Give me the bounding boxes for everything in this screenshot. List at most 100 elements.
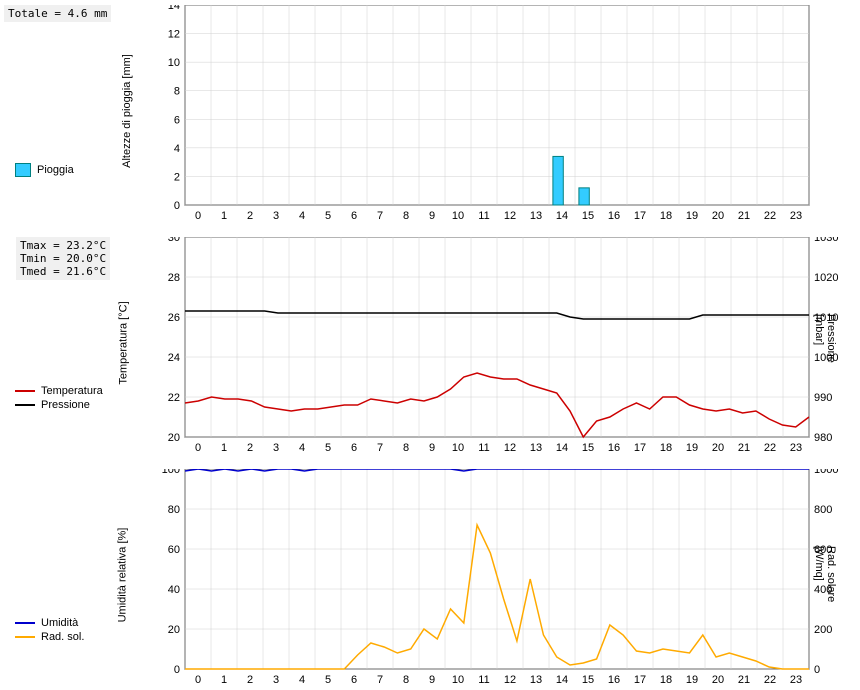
svg-text:14: 14 — [556, 442, 568, 454]
legend-umidita-label: Umidità — [41, 617, 78, 629]
svg-text:14: 14 — [556, 210, 568, 222]
svg-text:22: 22 — [168, 392, 180, 404]
svg-text:0: 0 — [174, 664, 180, 676]
svg-text:4: 4 — [299, 210, 305, 222]
svg-text:3: 3 — [273, 442, 279, 454]
rad-ylabel: Rad. solare [W/mq] — [813, 546, 837, 616]
svg-text:16: 16 — [608, 442, 620, 454]
legend-temperatura: Temperatura — [15, 385, 103, 397]
svg-text:24: 24 — [168, 352, 180, 364]
svg-text:13: 13 — [530, 210, 542, 222]
svg-text:0: 0 — [814, 664, 820, 676]
svg-text:12: 12 — [504, 674, 516, 686]
svg-text:26: 26 — [168, 312, 180, 324]
humid-ylabel: Umidità relativa [%] — [116, 528, 128, 623]
svg-text:21: 21 — [738, 210, 750, 222]
legend-pressione-label: Pressione — [41, 399, 90, 411]
svg-text:2: 2 — [247, 674, 253, 686]
svg-text:5: 5 — [325, 442, 331, 454]
svg-text:80: 80 — [168, 504, 180, 516]
svg-text:0: 0 — [195, 442, 201, 454]
svg-text:23: 23 — [790, 442, 802, 454]
svg-text:10: 10 — [452, 210, 464, 222]
svg-text:6: 6 — [351, 674, 357, 686]
press-ylabel: Pressione [mbar] — [813, 314, 837, 384]
svg-text:18: 18 — [660, 442, 672, 454]
svg-text:200: 200 — [814, 624, 832, 636]
rain-ylabel: Altezze di pioggia [mm] — [121, 54, 133, 168]
temp-ylabel: Temperatura [°C] — [118, 301, 130, 384]
umidita-line-swatch — [15, 622, 35, 624]
svg-text:15: 15 — [582, 442, 594, 454]
svg-text:19: 19 — [686, 442, 698, 454]
humid-rad-chart: 0123456789101112131415161718192021222302… — [155, 469, 855, 689]
pressione-line-swatch — [15, 404, 35, 406]
legend-temperatura-label: Temperatura — [41, 385, 103, 397]
svg-text:17: 17 — [634, 442, 646, 454]
svg-text:22: 22 — [764, 442, 776, 454]
svg-text:30: 30 — [168, 237, 180, 244]
radsol-line-swatch — [15, 636, 35, 638]
svg-text:990: 990 — [814, 392, 832, 404]
svg-text:4: 4 — [299, 674, 305, 686]
svg-text:40: 40 — [168, 584, 180, 596]
svg-text:2: 2 — [247, 442, 253, 454]
svg-text:12: 12 — [168, 29, 180, 41]
legend-umidita: Umidità — [15, 617, 78, 629]
svg-text:0: 0 — [195, 674, 201, 686]
svg-text:4: 4 — [174, 143, 180, 155]
svg-text:10: 10 — [168, 57, 180, 69]
svg-text:980: 980 — [814, 432, 832, 444]
svg-text:1: 1 — [221, 674, 227, 686]
svg-text:0: 0 — [174, 200, 180, 212]
svg-text:14: 14 — [168, 5, 180, 12]
svg-text:21: 21 — [738, 442, 750, 454]
svg-text:17: 17 — [634, 674, 646, 686]
svg-text:8: 8 — [403, 674, 409, 686]
svg-text:800: 800 — [814, 504, 832, 516]
rain-swatch — [15, 163, 31, 177]
svg-text:18: 18 — [660, 674, 672, 686]
temp-stats: Tmax = 23.2°C Tmin = 20.0°C Tmed = 21.6°… — [16, 237, 110, 280]
svg-text:4: 4 — [299, 442, 305, 454]
svg-text:20: 20 — [712, 674, 724, 686]
svg-text:1000: 1000 — [814, 469, 838, 476]
svg-text:60: 60 — [168, 544, 180, 556]
svg-text:3: 3 — [273, 210, 279, 222]
svg-text:13: 13 — [530, 442, 542, 454]
temperatura-line-swatch — [15, 390, 35, 392]
svg-text:9: 9 — [429, 674, 435, 686]
svg-text:15: 15 — [582, 210, 594, 222]
svg-text:14: 14 — [556, 674, 568, 686]
legend-pioggia: Pioggia — [15, 163, 74, 177]
svg-text:23: 23 — [790, 210, 802, 222]
svg-text:0: 0 — [195, 210, 201, 222]
tmed-label: Tmed = 21.6°C — [20, 265, 106, 278]
legend-pressione: Pressione — [15, 399, 90, 411]
svg-text:20: 20 — [712, 442, 724, 454]
svg-text:20: 20 — [168, 432, 180, 444]
svg-text:12: 12 — [504, 210, 516, 222]
legend-radsol-label: Rad. sol. — [41, 631, 84, 643]
svg-text:28: 28 — [168, 272, 180, 284]
svg-text:11: 11 — [478, 210, 489, 222]
svg-text:7: 7 — [377, 674, 383, 686]
svg-text:15: 15 — [582, 674, 594, 686]
svg-text:6: 6 — [351, 442, 357, 454]
legend-radsol: Rad. sol. — [15, 631, 84, 643]
svg-text:1020: 1020 — [814, 272, 838, 284]
svg-text:12: 12 — [504, 442, 516, 454]
svg-text:11: 11 — [478, 674, 489, 686]
temp-press-chart: 0123456789101112131415161718192021222320… — [155, 237, 855, 457]
svg-text:22: 22 — [764, 674, 776, 686]
svg-text:8: 8 — [403, 442, 409, 454]
svg-text:5: 5 — [325, 674, 331, 686]
svg-text:2: 2 — [247, 210, 253, 222]
legend-pioggia-label: Pioggia — [37, 164, 74, 176]
svg-text:17: 17 — [634, 210, 646, 222]
svg-text:21: 21 — [738, 674, 750, 686]
svg-text:1: 1 — [221, 442, 227, 454]
tmax-label: Tmax = 23.2°C — [20, 239, 106, 252]
svg-text:11: 11 — [478, 442, 489, 454]
svg-text:9: 9 — [429, 442, 435, 454]
